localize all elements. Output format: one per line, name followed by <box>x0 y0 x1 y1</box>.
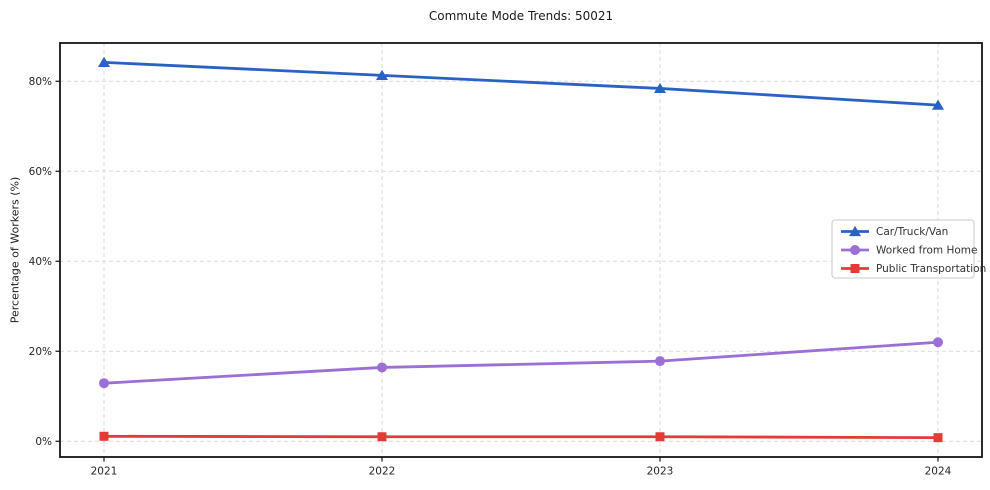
series-marker-public-transportation <box>377 432 387 442</box>
legend-sample-marker <box>850 245 860 255</box>
legend-sample-marker <box>850 264 860 273</box>
series-marker-public-transportation <box>655 432 665 442</box>
series-marker-car-truck-van <box>654 82 666 94</box>
legend-label: Car/Truck/Van <box>876 226 948 238</box>
series-marker-worked-from-home <box>377 362 387 373</box>
legend-sample-marker <box>849 225 861 237</box>
legend-label: Public Transportation <box>876 263 986 275</box>
series-marker-public-transportation <box>99 431 109 441</box>
legend: Car/Truck/Van Worked from Home Public Tran… <box>831 219 986 279</box>
series-marker-worked-from-home <box>99 378 109 389</box>
series-marker-worked-from-home <box>933 337 943 348</box>
plot-frame <box>59 42 983 458</box>
series-marker-car-truck-van <box>376 69 388 80</box>
legend-label: Worked from Home <box>876 245 977 257</box>
legend-item-car-truck-van: Car/Truck/Van <box>841 225 948 238</box>
chart-title: Commute Mode Trends: 50021 <box>428 9 614 23</box>
y-tick-label: 20% <box>29 346 52 358</box>
x-tick-label: 2023 <box>647 466 674 478</box>
series-line-worked-from-home <box>102 340 940 385</box>
x-tick-label: 2021 <box>91 466 118 478</box>
series-marker-public-transportation <box>933 433 943 443</box>
legend-item-public-transportation: Public Transportation <box>841 263 986 275</box>
series-line-car-truck-van <box>102 60 940 107</box>
series-marker-car-truck-van <box>98 56 110 67</box>
legend-item-worked-from-home: Worked from Home <box>841 245 977 257</box>
x-tick-label: 2022 <box>369 466 396 478</box>
x-tick-label: 2024 <box>925 466 952 478</box>
series-marker-car-truck-van <box>932 99 944 110</box>
y-tick-label: 40% <box>29 256 52 268</box>
legend-box <box>831 219 975 279</box>
y-tick-label: 80% <box>29 76 52 88</box>
series-marker-worked-from-home <box>655 356 665 367</box>
series-line-public-transportation <box>102 434 940 440</box>
y-tick-label: 60% <box>29 166 52 178</box>
y-tick-label: 0% <box>35 436 52 448</box>
